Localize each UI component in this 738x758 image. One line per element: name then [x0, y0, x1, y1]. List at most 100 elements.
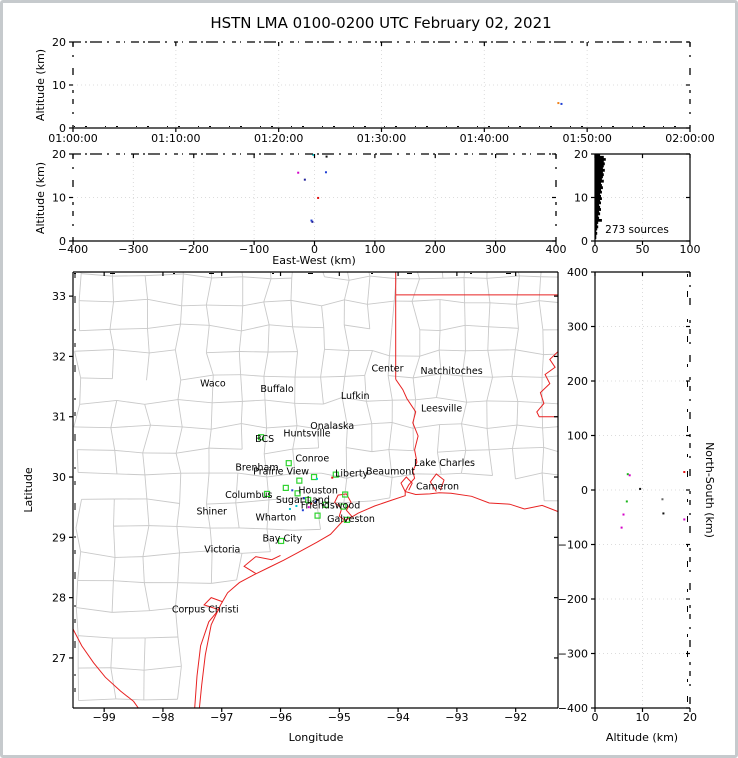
county-line [242, 276, 272, 280]
county-line [321, 472, 347, 479]
county-line [241, 423, 267, 429]
county-line [516, 300, 540, 305]
county-line [174, 607, 179, 638]
county-line [344, 299, 368, 305]
county-line [463, 272, 465, 278]
county-line [372, 350, 390, 357]
county-line [392, 473, 417, 478]
county-line [465, 324, 489, 328]
tick-label: 0 [581, 484, 588, 497]
county-line [387, 375, 393, 401]
county-line [266, 499, 270, 529]
city-label: Center [372, 363, 404, 374]
tick-label: −200 [558, 593, 588, 606]
city-label: Wharton [255, 512, 296, 523]
county-line [146, 498, 150, 526]
county-line [241, 272, 244, 277]
tick-label: 0 [59, 235, 66, 248]
county-line [345, 447, 348, 479]
county-line [541, 402, 558, 405]
county-line [294, 351, 298, 378]
county-line [461, 423, 488, 429]
tick-label: 20 [52, 36, 66, 49]
tick-label: 20 [52, 148, 66, 161]
county-line [542, 472, 558, 476]
county-line [149, 349, 176, 354]
county-line [206, 304, 243, 307]
tick-label: −400 [58, 243, 88, 256]
county-line [343, 324, 350, 351]
county-line [488, 302, 491, 327]
tick-label: −95 [328, 711, 351, 724]
tick-label: −300 [118, 243, 148, 256]
county-line [388, 327, 393, 356]
tick-label: −100 [239, 243, 269, 256]
source-count-note: 273 sources [605, 224, 669, 236]
county-line [411, 301, 421, 330]
county-line [145, 273, 184, 277]
county-line [113, 349, 150, 354]
county-line [112, 610, 150, 613]
county-line [364, 375, 367, 402]
county-line [112, 275, 146, 277]
county-line [147, 323, 181, 329]
county-line [463, 277, 466, 303]
county-line [293, 528, 321, 531]
county-line [343, 478, 348, 503]
county-line [542, 329, 544, 355]
source-point [297, 171, 300, 174]
county-line [241, 324, 270, 332]
county-line [264, 399, 268, 428]
county-line [438, 350, 442, 374]
county-line [346, 472, 368, 479]
county-line [291, 272, 293, 279]
county-line [111, 276, 114, 302]
state-border-line [395, 379, 419, 492]
county-line [411, 278, 420, 302]
county-line [210, 550, 213, 584]
city-label: Shiner [197, 506, 228, 517]
county-line [412, 377, 417, 400]
city-label: Corpus Christi [172, 605, 239, 616]
city-label: Houston [298, 485, 337, 496]
county-line [142, 425, 151, 454]
county-line [541, 472, 545, 501]
county-line [367, 300, 395, 305]
source-point [295, 504, 298, 507]
county-line [112, 557, 116, 581]
county-line [115, 698, 144, 701]
county-line [177, 582, 212, 584]
tick-label: 200 [425, 243, 446, 256]
map-ylabel: Latitude [22, 467, 35, 513]
county-line [240, 423, 243, 450]
county-line [263, 301, 270, 325]
county-line [78, 698, 116, 701]
county-line [441, 272, 444, 279]
county-line [144, 275, 149, 300]
county-line [541, 402, 544, 428]
tick-label: 0 [581, 235, 588, 248]
county-line [488, 326, 519, 329]
county-line [389, 477, 393, 498]
county-line [270, 272, 272, 279]
county-line [179, 473, 182, 504]
source-point [316, 498, 319, 501]
county-line [145, 636, 178, 639]
source-point [307, 506, 310, 509]
tick-label: 400 [546, 243, 567, 256]
county-line [436, 452, 442, 475]
county-line [290, 299, 322, 307]
county-line [341, 376, 346, 398]
city-label: Brenham [235, 462, 278, 473]
tick-label: −100 [558, 539, 588, 552]
county-line [487, 424, 518, 429]
station-marker [294, 490, 301, 497]
county-line [175, 426, 183, 454]
county-line [79, 328, 111, 332]
county-line [344, 350, 350, 377]
county-line [212, 400, 243, 404]
county-line [113, 298, 148, 303]
county-line [180, 374, 214, 381]
tick-label: 30 [52, 471, 66, 484]
source-point [683, 518, 686, 521]
